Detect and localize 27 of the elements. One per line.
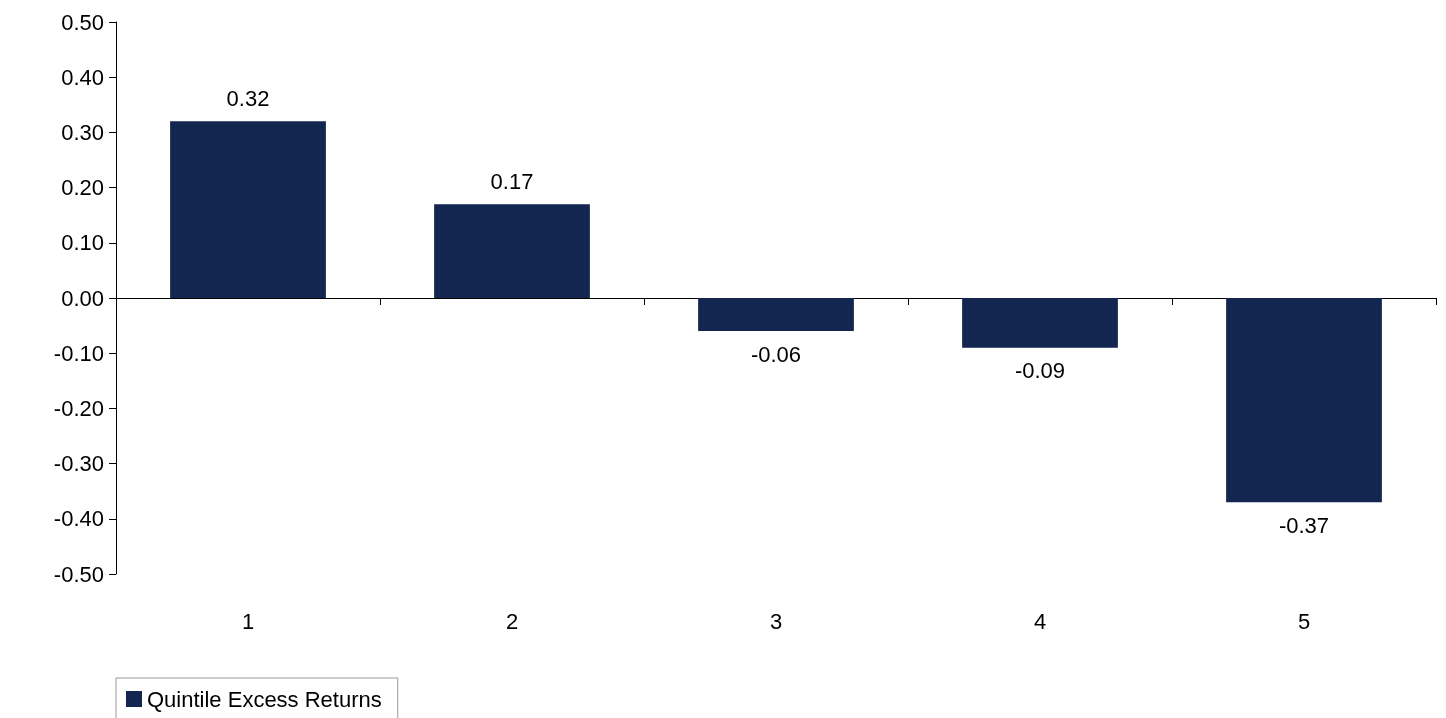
bar [962, 298, 1118, 348]
y-tick-label: 0.10 [61, 230, 104, 256]
bar [170, 121, 326, 298]
data-label: 0.32 [226, 85, 270, 111]
y-tick-label: 0.00 [61, 285, 104, 311]
data-label: -0.06 [750, 341, 802, 367]
y-tick-label: -0.20 [53, 395, 104, 421]
legend-label: Quintile Excess Returns [147, 686, 382, 712]
y-tick-label: -0.50 [53, 561, 104, 587]
x-tick-label: 5 [1297, 608, 1311, 634]
bar [434, 204, 590, 298]
y-tick-label: 0.50 [61, 9, 104, 35]
y-tick-label: -0.40 [53, 506, 104, 532]
y-tick-label: 0.20 [61, 175, 104, 201]
x-tick-label: 3 [769, 608, 783, 634]
x-tick-label: 4 [1033, 608, 1047, 634]
data-label: -0.37 [1278, 512, 1330, 538]
data-label: -0.09 [1014, 358, 1066, 384]
y-tick-label: 0.30 [61, 119, 104, 145]
x-tick-label: 2 [505, 608, 519, 634]
y-tick-label: -0.10 [53, 340, 104, 366]
data-label: 0.17 [490, 168, 534, 194]
y-tick-label: -0.30 [53, 451, 104, 477]
bar [698, 298, 854, 332]
bar [1226, 298, 1382, 503]
x-tick-label: 1 [241, 608, 255, 634]
y-tick-label: 0.40 [61, 64, 104, 90]
